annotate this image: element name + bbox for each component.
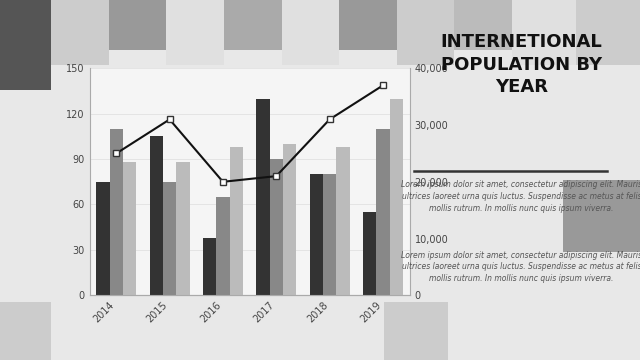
Bar xyxy=(109,129,123,295)
Bar xyxy=(176,162,189,295)
Text: Lorem ipsum dolor sit amet, consectetur adipiscing elit. Mauris
ultrices laoreet: Lorem ipsum dolor sit amet, consectetur … xyxy=(401,251,640,283)
Bar xyxy=(230,147,243,295)
Bar xyxy=(256,99,269,295)
Bar xyxy=(203,238,216,295)
Bar xyxy=(390,99,403,295)
Bar xyxy=(310,174,323,295)
Bar xyxy=(150,136,163,295)
Bar xyxy=(323,174,336,295)
Bar xyxy=(376,129,390,295)
Bar xyxy=(269,159,283,295)
Text: Lorem ipsum dolor sit amet, consectetur adipiscing elit. Mauris
ultrices laoreet: Lorem ipsum dolor sit amet, consectetur … xyxy=(401,180,640,213)
Text: INTERNETIONAL
POPULATION BY
YEAR: INTERNETIONAL POPULATION BY YEAR xyxy=(441,33,602,96)
Bar xyxy=(336,147,349,295)
Bar xyxy=(123,162,136,295)
Bar xyxy=(96,182,109,295)
Bar xyxy=(283,144,296,295)
Bar xyxy=(163,182,176,295)
Bar xyxy=(216,197,230,295)
Bar xyxy=(363,212,376,295)
